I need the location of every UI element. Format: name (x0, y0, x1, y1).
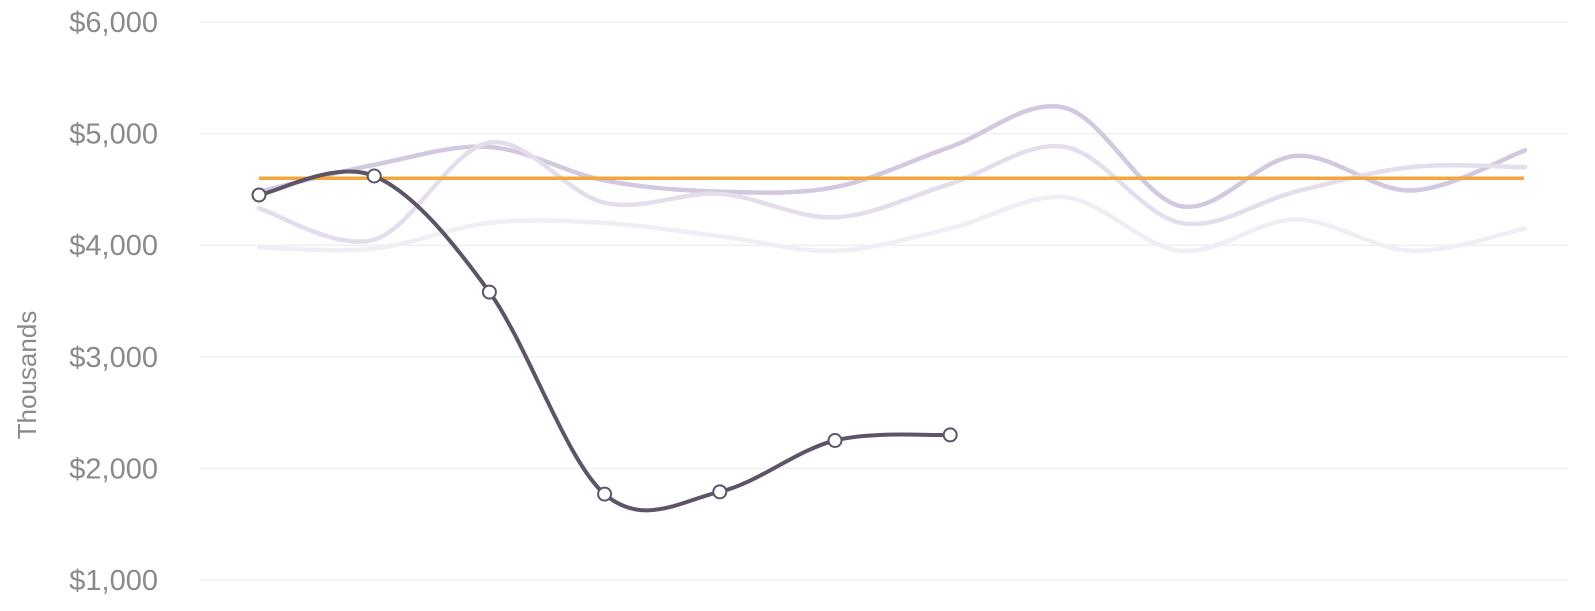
data-point-marker (481, 284, 497, 300)
y-tick-label: $6,000 (69, 7, 158, 39)
series-lines (256, 104, 1528, 513)
history-series-line-1 (256, 139, 1528, 244)
y-tick-label: $1,000 (69, 565, 158, 597)
y-axis-title: Thousands (12, 311, 42, 440)
data-markers (251, 168, 958, 502)
history-series-line-2 (256, 194, 1528, 254)
history-series-line-0 (256, 104, 1528, 210)
data-point-marker (251, 187, 267, 203)
data-point-marker (597, 486, 613, 502)
data-point-marker (942, 427, 958, 443)
y-tick-label: $4,000 (69, 230, 158, 262)
y-tick-label: $5,000 (69, 119, 158, 151)
y-tick-label: $2,000 (69, 453, 158, 485)
data-point-marker (712, 484, 728, 500)
y-tick-label: $3,000 (69, 342, 158, 374)
gridlines (200, 21, 1568, 581)
data-point-marker (366, 168, 382, 184)
y-axis-ticks: $6,000 $5,000 $4,000 $3,000 $2,000 $1,000 (69, 7, 158, 597)
data-point-marker (827, 433, 843, 448)
